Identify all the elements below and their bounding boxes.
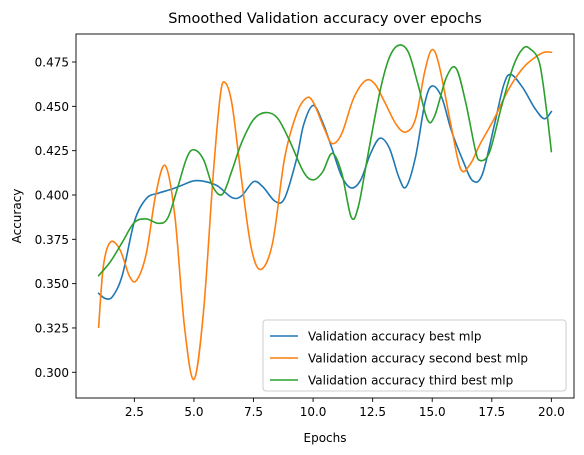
y-tick-label: 0.350 [35,277,69,291]
y-tick-label: 0.375 [35,233,69,247]
series-line-2 [97,48,553,381]
y-tick-label: 0.400 [35,188,69,202]
legend-label-3: Validation accuracy third best mlp [308,374,513,388]
y-axis-label: Accuracy [10,189,24,244]
x-tick-label: 5.0 [184,405,203,419]
x-axis-label: Epochs [304,431,347,445]
legend-label-2: Validation accuracy second best mlp [308,352,528,366]
x-tick-label: 15.0 [419,405,446,419]
x-tick-label: 17.5 [478,405,505,419]
chart-title: Smoothed Validation accuracy over epochs [168,11,482,27]
legend: Validation accuracy best mlp Validation a… [262,319,567,392]
y-axis-ticks: 0.300 0.325 0.350 0.375 0.400 0.425 0.450 0.475 [35,56,76,380]
y-tick-label: 0.475 [35,56,69,70]
x-tick-label: 7.5 [244,405,263,419]
x-tick-label: 2.5 [125,405,144,419]
legend-label-1: Validation accuracy best mlp [308,330,481,344]
series-line-3 [97,44,553,277]
plot-area-frame [75,33,575,399]
x-tick-label: 12.5 [359,405,386,419]
x-axis-ticks: 2.5 5.0 7.5 10.0 12.5 15.0 17.5 20.0 [125,398,565,419]
series-line-1 [97,73,553,300]
y-tick-label: 0.450 [35,100,69,114]
y-tick-label: 0.325 [35,321,69,335]
legend-box [262,319,567,392]
y-tick-label: 0.425 [35,144,69,158]
series-layer [97,44,553,381]
y-tick-label: 0.300 [35,366,69,380]
x-tick-label: 20.0 [538,405,565,419]
x-tick-label: 10.0 [300,405,327,419]
